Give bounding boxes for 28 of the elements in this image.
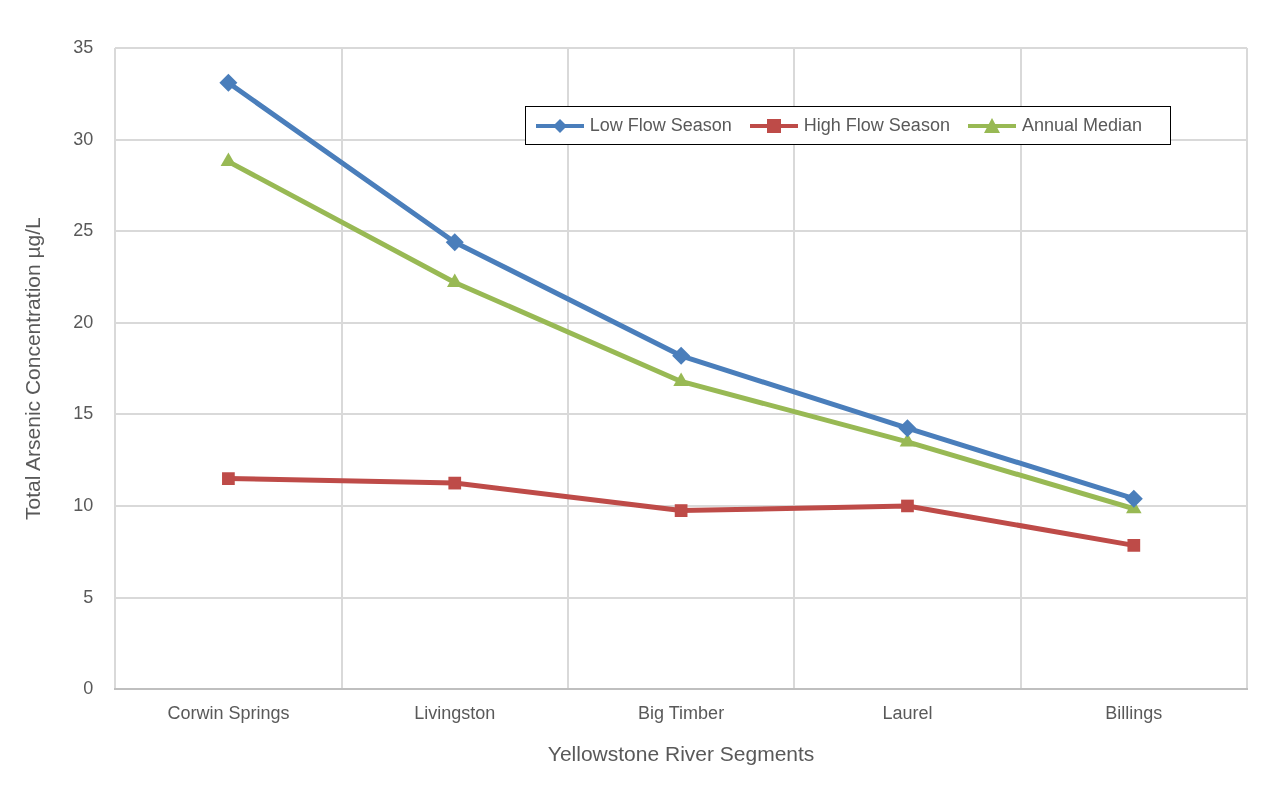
x-tick-label: Laurel	[882, 702, 933, 723]
x-tick-label: Corwin Springs	[167, 702, 290, 723]
y-tick-label: 25	[73, 220, 94, 241]
legend-label: Low Flow Season	[589, 115, 732, 136]
legend-label: High Flow Season	[803, 115, 950, 136]
point	[219, 73, 238, 92]
y-tick-label: 20	[73, 311, 94, 332]
y-tick-label: 5	[83, 586, 94, 607]
point	[674, 504, 688, 517]
x-tick-label: Billings	[1105, 702, 1163, 723]
x-axis-title: Yellowstone River Segments	[547, 742, 815, 766]
point	[448, 476, 462, 490]
legend-label: Annual Median	[1021, 115, 1142, 136]
y-tick-label: 15	[73, 403, 94, 424]
y-tick-label: 10	[73, 494, 94, 515]
y-tick-label: 30	[73, 128, 94, 149]
y-axis-title: Total Arsenic Concentration µg/L	[21, 217, 45, 520]
y-tick-label: 0	[83, 678, 94, 699]
point	[445, 233, 464, 252]
point	[898, 419, 917, 438]
point	[1124, 489, 1143, 508]
point	[672, 346, 691, 365]
x-tick-label: Big Timber	[638, 702, 725, 723]
point	[222, 472, 235, 485]
point	[901, 499, 914, 513]
point	[1127, 539, 1141, 552]
x-tick-label: Livingston	[414, 702, 496, 723]
y-tick-label: 35	[73, 36, 94, 57]
